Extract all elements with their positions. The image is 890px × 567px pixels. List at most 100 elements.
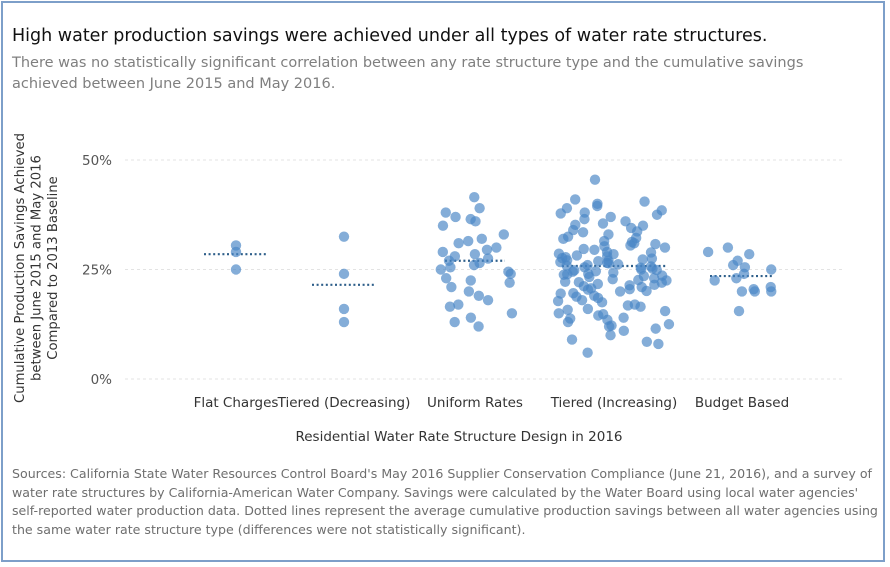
data-point [570,219,581,231]
data-point [635,301,646,312]
data-point [645,247,657,258]
data-point [338,231,350,242]
data-point [653,338,664,350]
data-point [465,312,477,323]
data-point [504,277,515,288]
data-point [562,269,573,280]
data-point [453,238,464,249]
data-point [338,268,350,280]
data-point [473,321,484,332]
data-point [571,291,582,302]
data-point [593,255,604,267]
data-point [766,286,777,297]
data-point [650,323,661,334]
data-point [592,200,603,212]
data-point [578,243,589,255]
data-point [473,290,485,301]
data-point [463,286,475,297]
data-point [555,208,566,219]
data-point [622,300,634,311]
data-point [650,238,661,250]
data-point [491,242,502,253]
chart-title: High water production savings were achie… [12,26,768,46]
data-point [469,248,481,260]
data-point [482,294,494,306]
data-point [596,297,608,308]
data-point [590,266,602,277]
x-tick-label: Budget Based [695,395,789,411]
data-point [633,274,644,286]
y-axis-title: Cumulative Production Savings Achieved be… [13,133,61,403]
data-point [437,220,449,231]
data-point [663,319,675,330]
data-point [579,213,590,225]
data-point [651,264,662,276]
data-point [577,227,589,238]
data-point [469,192,480,203]
data-point [506,308,518,319]
data-point [597,308,609,320]
data-point [639,196,650,207]
data-point [560,252,571,263]
data-point [605,330,616,341]
scatter-chart: 0% 25% 50% Cumulative Production Savings A… [13,133,845,445]
data-point [463,235,474,247]
x-tick-label: Uniform Rates [427,395,523,411]
data-point [749,286,761,297]
data-point [465,275,476,286]
data-point [614,286,626,297]
x-axis-title: Residential Water Rate Structure Design … [295,429,622,445]
data-point [744,248,755,260]
data-point [505,268,516,280]
data-point [446,281,457,293]
data-point [573,277,585,288]
data-point [626,236,638,248]
data-point [606,320,617,331]
data-point [618,312,629,323]
data-point [566,334,578,345]
data-point [558,233,569,245]
data-point [607,273,618,285]
data-point [440,273,452,284]
data-point [453,299,464,310]
data-point [603,258,614,269]
data-point [570,194,581,205]
data-point [597,218,609,229]
data-point [338,316,350,328]
data-point [766,264,777,275]
data-point [722,242,734,253]
data-point [624,280,635,291]
data-point [637,254,648,265]
data-point [449,316,460,328]
data-point [738,268,750,280]
data-point [651,209,663,220]
data-point [736,286,748,297]
data-point [582,347,593,358]
data-point [641,285,652,297]
x-tick-label: Flat Charges [194,395,279,411]
y-tick-label: 50% [82,153,112,169]
data-point [731,273,742,284]
data-point [582,303,594,315]
sources-note: Sources: California State Water Resource… [12,466,878,537]
data-point [435,264,447,275]
data-point [733,305,745,317]
data-point [709,275,720,286]
data-point [589,174,601,185]
data-point [437,246,449,258]
data-point [482,253,494,264]
data-point [605,211,616,223]
y-tick-label: 0% [91,372,113,388]
data-point [440,207,451,218]
data-point [618,325,629,337]
data-point [470,216,481,227]
data-point [582,284,594,295]
data-point [338,303,350,315]
data-point [659,242,671,253]
data-point [562,304,573,315]
data-point [702,246,714,258]
data-point [561,260,572,271]
data-point [727,259,739,271]
data-point [481,244,493,255]
data-point [635,262,646,273]
